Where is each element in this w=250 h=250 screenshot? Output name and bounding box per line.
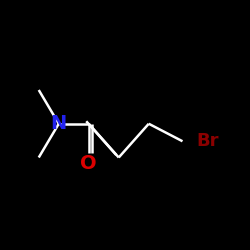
Text: N: N: [50, 114, 67, 133]
Text: Br: Br: [196, 132, 219, 150]
Text: O: O: [80, 154, 97, 173]
